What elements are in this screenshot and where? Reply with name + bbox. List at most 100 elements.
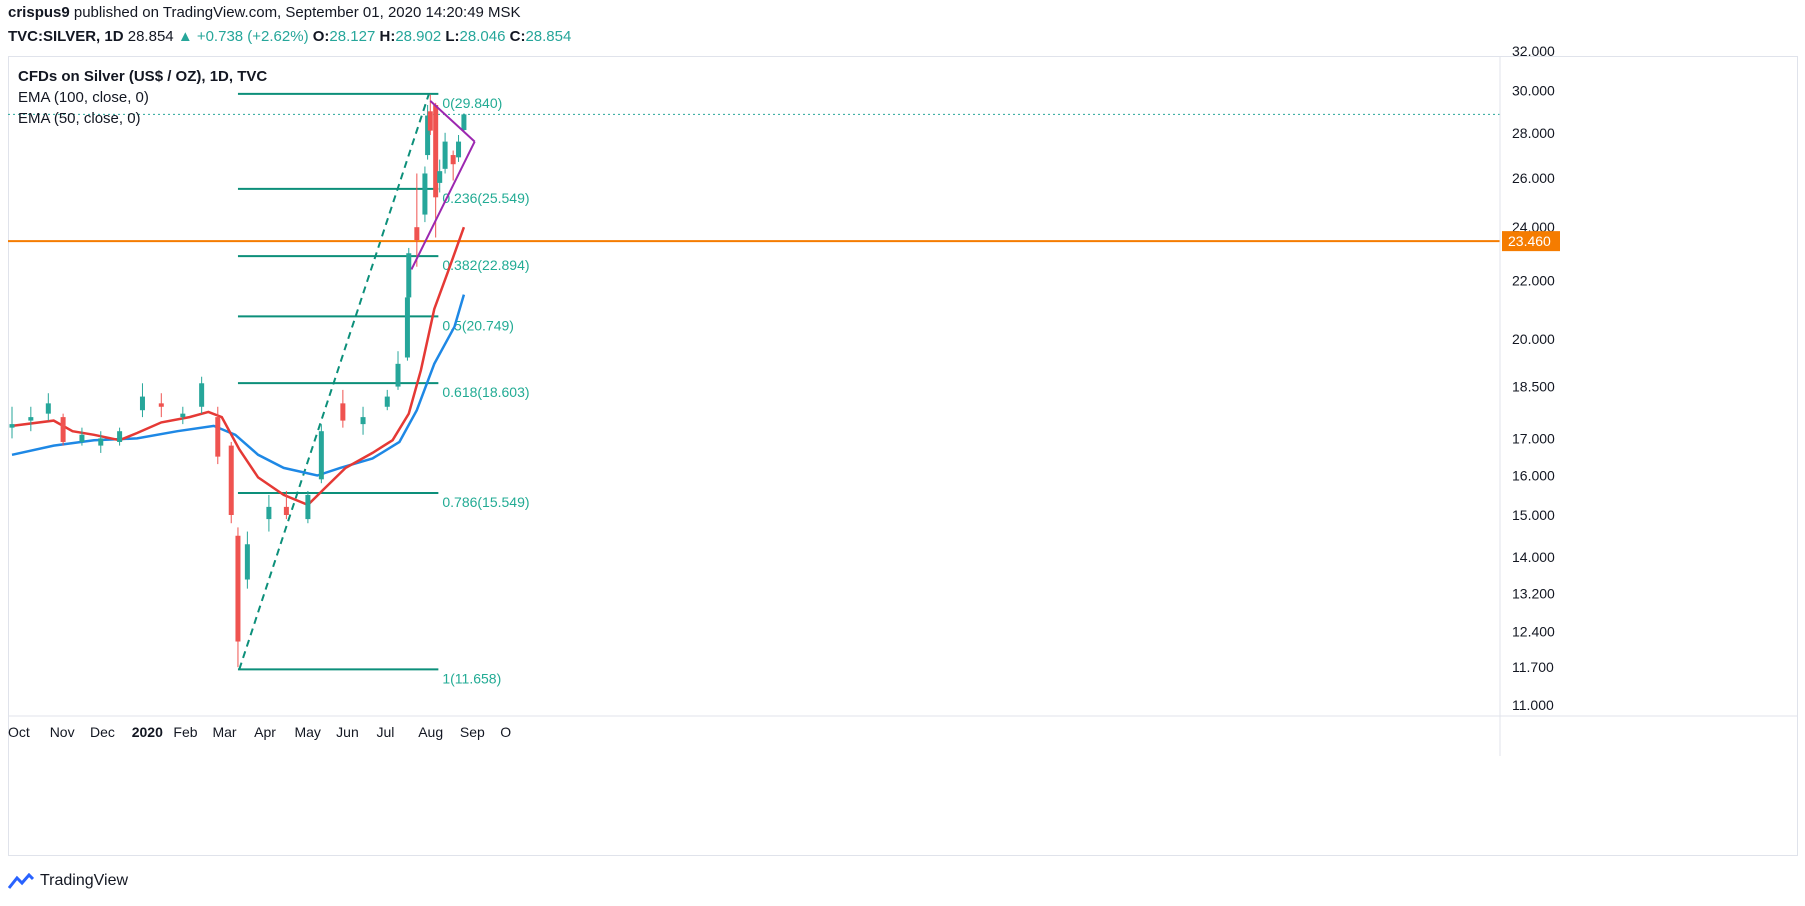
- y-axis-tick-label: 20.000: [1512, 331, 1555, 347]
- candle-body: [199, 383, 205, 407]
- candle-body: [266, 506, 272, 520]
- symbol-label: TVC:SILVER, 1D: [8, 28, 124, 45]
- candle: [139, 383, 145, 418]
- candle: [235, 527, 241, 668]
- open-label: O:: [312, 28, 330, 45]
- publish-header: crispus9 published on TradingView.com, S…: [8, 4, 521, 21]
- candle: [461, 113, 467, 132]
- legend-ema50[interactable]: EMA (50, close, 0): [18, 110, 141, 127]
- legend-title[interactable]: CFDs on Silver (US$ / OZ), 1D, TVC: [18, 68, 268, 85]
- candle-body: [60, 417, 66, 442]
- x-axis-tick-label: Jun: [336, 724, 359, 740]
- y-axis-tick-label: 30.000: [1512, 83, 1555, 99]
- candle-body: [139, 396, 145, 411]
- candle: [180, 406, 186, 425]
- y-axis-tick-label: 32.000: [1512, 43, 1555, 59]
- candle-body: [384, 396, 390, 407]
- candle-body: [437, 171, 443, 183]
- candle: [117, 427, 123, 446]
- candle: [404, 291, 410, 361]
- high-value: 28.902: [395, 28, 442, 45]
- candle-body: [235, 535, 241, 642]
- candle-body: [180, 413, 186, 418]
- candle: [215, 406, 221, 465]
- low-label: L:: [445, 28, 460, 45]
- candle-body: [244, 544, 250, 580]
- candle: [442, 132, 448, 174]
- candle: [60, 413, 66, 446]
- x-axis-tick-label: Dec: [90, 724, 115, 740]
- candle: [9, 406, 15, 439]
- x-axis-tick-label: Apr: [254, 724, 276, 740]
- fib-level-label: 0.382(22.894): [442, 257, 529, 273]
- y-axis-tick-label: 18.500: [1512, 379, 1555, 395]
- candle-body: [228, 445, 234, 515]
- candle-body: [442, 141, 448, 169]
- candle: [427, 94, 433, 135]
- candle-body: [360, 417, 366, 425]
- ohlc-header: TVC:SILVER, 1D 28.854 ▲ +0.738 (+2.62%) …: [8, 28, 571, 45]
- candle-body: [406, 253, 412, 298]
- candle: [422, 166, 428, 223]
- price-change: ▲ +0.738 (+2.62%): [177, 28, 309, 45]
- horizontal-price-badge-label: 23.460: [1508, 233, 1551, 249]
- ema50-line: [11, 226, 466, 507]
- candle: [406, 247, 412, 304]
- candle: [318, 424, 324, 484]
- triangle-upper-line: [429, 100, 476, 143]
- candle-body: [28, 417, 34, 421]
- candle-body: [427, 111, 433, 131]
- x-axis-tick-label: Aug: [418, 724, 443, 740]
- y-axis-tick-label: 13.200: [1512, 585, 1555, 601]
- candle-body: [158, 403, 164, 407]
- candle: [158, 393, 164, 418]
- candle-body: [450, 155, 456, 165]
- fib-level-label: 0.236(25.549): [442, 190, 529, 206]
- legend-ema100[interactable]: EMA (100, close, 0): [18, 89, 149, 106]
- candle: [79, 427, 85, 446]
- candle-body: [79, 434, 85, 442]
- y-axis-tick-label: 22.000: [1512, 272, 1555, 288]
- tradingview-logo-icon: [8, 873, 34, 889]
- candle: [384, 389, 390, 411]
- x-axis-tick-label: Oct: [8, 724, 30, 740]
- candle: [414, 173, 420, 267]
- candle: [437, 159, 443, 193]
- candle-body: [456, 141, 462, 158]
- candle: [45, 393, 51, 421]
- candle: [266, 494, 272, 532]
- fib-level-label: 0(29.840): [442, 95, 502, 111]
- candle-body: [404, 297, 410, 358]
- candle: [28, 406, 34, 432]
- x-axis-tick-label: Mar: [212, 724, 236, 740]
- candle: [98, 431, 104, 453]
- candle: [433, 102, 439, 238]
- x-axis-tick-label: Nov: [50, 724, 75, 740]
- y-axis-tick-label: 14.000: [1512, 549, 1555, 565]
- candle: [228, 441, 234, 524]
- fib-level-label: 0.786(15.549): [442, 494, 529, 510]
- candle-body: [461, 114, 467, 131]
- candle: [456, 134, 462, 162]
- candle-body: [414, 227, 420, 241]
- candle-body: [425, 115, 431, 156]
- chart-panel[interactable]: [8, 56, 1798, 856]
- y-axis-tick-label: 11.000: [1512, 697, 1554, 713]
- y-axis-tick-label: 11.700: [1512, 659, 1554, 675]
- candle-body: [98, 438, 104, 446]
- y-axis-tick-label: 28.000: [1512, 125, 1555, 141]
- author-name[interactable]: crispus9: [8, 4, 70, 21]
- fib-level-label: 0.5(20.749): [442, 317, 514, 333]
- candle-body: [340, 403, 346, 421]
- chart-legend: CFDs on Silver (US$ / OZ), 1D, TVC EMA (…: [18, 66, 267, 129]
- open-value: 28.127: [329, 28, 376, 45]
- tradingview-logo[interactable]: TradingView: [8, 872, 128, 890]
- x-axis-tick-label: May: [294, 724, 320, 740]
- candle-body: [283, 506, 289, 515]
- x-axis-tick-label: 2020: [132, 724, 163, 740]
- candle-body: [9, 424, 15, 428]
- tradingview-brand: TradingView: [40, 872, 129, 889]
- candle-body: [45, 403, 51, 414]
- last-price: 28.854: [127, 28, 174, 45]
